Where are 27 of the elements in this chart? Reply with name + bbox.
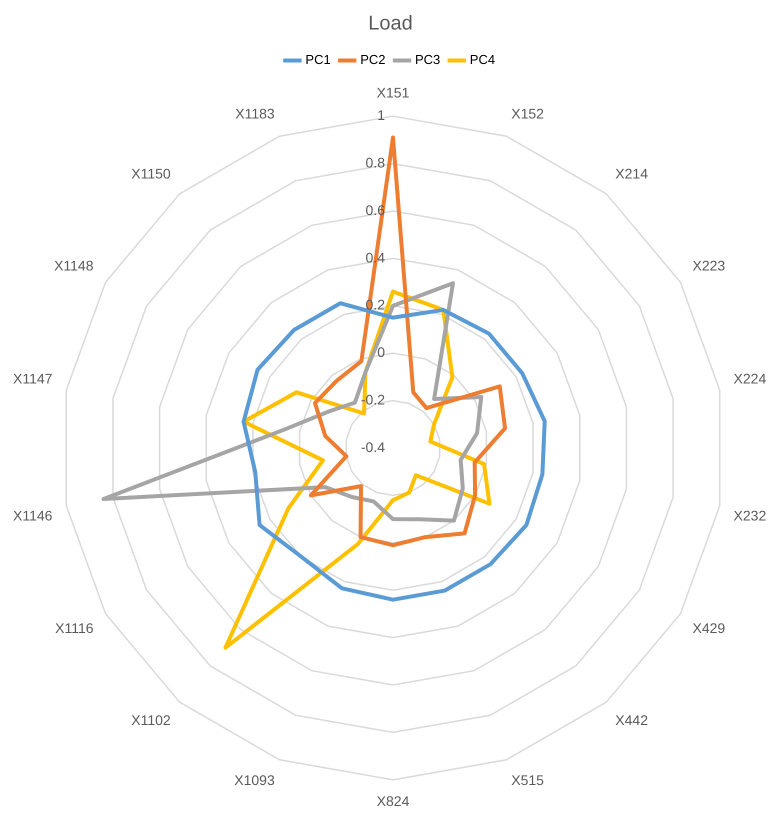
- spoke-label: X232: [734, 507, 766, 524]
- spoke-label: X224: [734, 370, 766, 386]
- spoke-label: X824: [376, 793, 410, 810]
- spoke-label: X1093: [234, 772, 275, 788]
- spoke-label: X151: [376, 84, 410, 101]
- spoke-label: X429: [692, 620, 726, 636]
- chart-title: Load: [368, 12, 413, 35]
- spoke-label: X1148: [54, 258, 94, 274]
- legend-label: PC1: [305, 52, 331, 68]
- spoke-label: X1150: [131, 166, 171, 182]
- spoke-label: X152: [511, 106, 544, 122]
- spoke-label: X1147: [12, 370, 53, 386]
- legend-label: PC4: [470, 52, 496, 68]
- y-tick-label: 0: [377, 344, 386, 360]
- y-tick-label: 1: [377, 107, 386, 124]
- spoke-label: X515: [511, 772, 544, 788]
- spoke-label: X442: [615, 712, 648, 728]
- spoke-label: X1146: [12, 507, 53, 524]
- spoke-label: X1183: [235, 106, 275, 122]
- spoke-label: X214: [615, 166, 648, 182]
- y-tick-label: 0.8: [366, 154, 386, 170]
- legend-label: PC2: [360, 52, 386, 68]
- spoke-label: X1102: [131, 712, 171, 728]
- y-tick-label: -0.4: [360, 438, 386, 455]
- spoke-label: X223: [692, 258, 726, 274]
- spoke-label: X1116: [55, 620, 94, 636]
- legend-label: PC3: [415, 52, 440, 68]
